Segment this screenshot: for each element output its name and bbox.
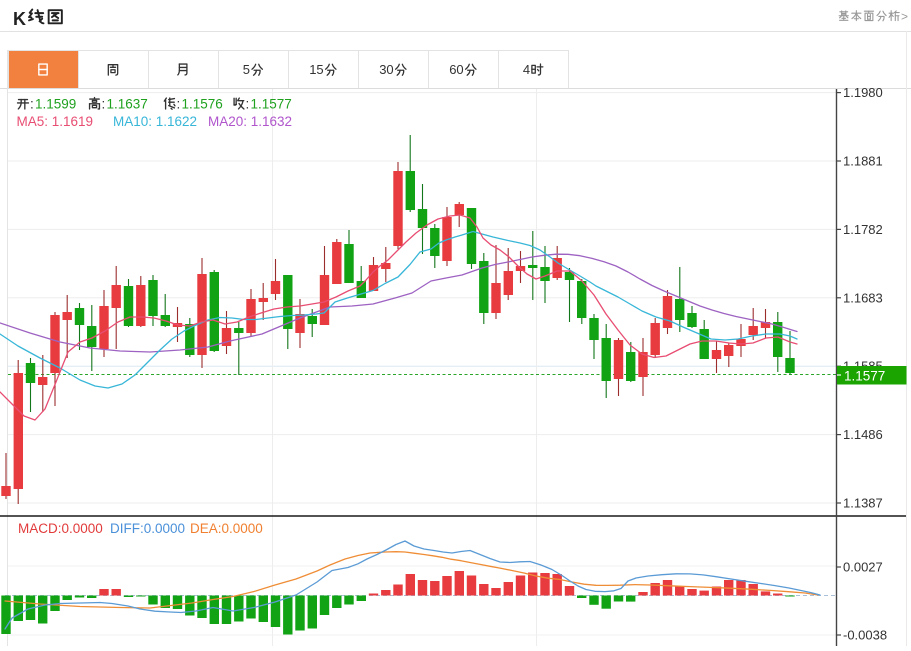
svg-text::: : [177,97,181,112]
svg-text:1.1637: 1.1637 [107,97,148,112]
svg-text::: : [30,97,34,112]
svg-text:1.1387: 1.1387 [843,496,883,511]
svg-text:MA5: 1.1619: MA5: 1.1619 [17,114,94,129]
svg-text:5: 5 [243,62,250,77]
svg-text:-0.0038: -0.0038 [843,628,887,643]
svg-text:1.1881: 1.1881 [843,154,883,169]
svg-text:1.1683: 1.1683 [843,290,883,305]
svg-text:1.1576: 1.1576 [182,97,223,112]
svg-text:MACD:0.0000: MACD:0.0000 [18,521,103,536]
svg-text:1.1782: 1.1782 [843,222,883,237]
svg-text:1.1980: 1.1980 [843,85,883,100]
svg-text:MA20: 1.1632: MA20: 1.1632 [208,114,292,129]
svg-text:MA10: 1.1622: MA10: 1.1622 [113,114,197,129]
svg-text:K: K [13,9,26,29]
svg-text:DIFF:0.0000: DIFF:0.0000 [110,521,185,536]
svg-text::: : [102,97,106,112]
svg-text:1.1577: 1.1577 [844,369,885,384]
svg-text:0.0027: 0.0027 [843,560,883,575]
svg-text:>: > [901,10,908,24]
svg-text:30: 30 [379,62,393,77]
svg-text:1.1599: 1.1599 [35,97,76,112]
svg-text::: : [246,97,250,112]
svg-text:DEA:0.0000: DEA:0.0000 [190,521,263,536]
svg-text:1.1577: 1.1577 [251,97,292,112]
svg-text:60: 60 [449,62,463,77]
svg-text:4: 4 [523,62,530,77]
svg-text:15: 15 [309,62,323,77]
svg-text:1.1486: 1.1486 [843,427,883,442]
